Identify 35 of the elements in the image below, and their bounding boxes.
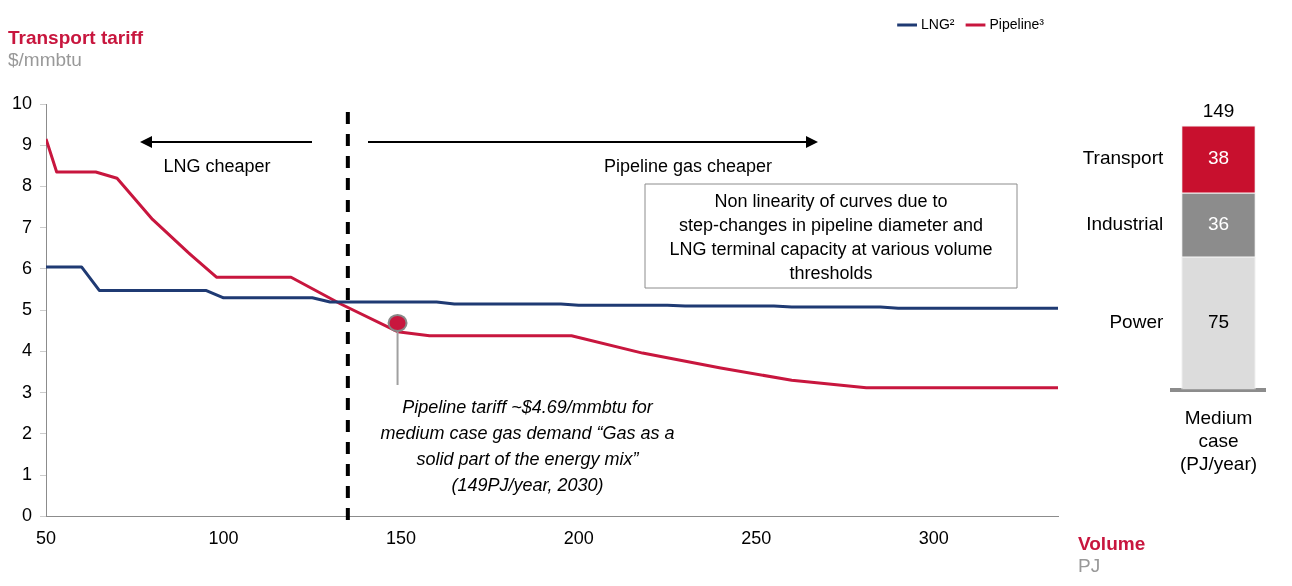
total-label: 149	[1202, 100, 1235, 122]
y-tick-label: 9	[22, 134, 33, 155]
y-tick-label: 10	[11, 92, 33, 113]
y-tick-label: 2	[22, 422, 33, 443]
x-tick-label: 50	[36, 528, 57, 549]
annotation: Non linearity of curves due to step-changes in pipeline diameter and LNG terminal capacity at various volume thresholds	[669, 191, 993, 283]
legend-label: Pipeline³	[989, 15, 1045, 32]
y-tick-label: 8	[22, 175, 33, 196]
y-axis-title: Transport tariff	[8, 27, 144, 48]
annotation: Pipeline gas cheaper	[603, 156, 773, 176]
annotation: Pipeline tariff ~$4.69/mmbtu for medium case gas demand “Gas as a solid part of the energy mix” (149PJ/year, 2030)	[380, 396, 675, 495]
x-tick-label: 250	[741, 528, 772, 549]
x-axis-title: Volume	[1078, 533, 1146, 555]
y-tick-label: 6	[22, 257, 33, 278]
legend-label: LNG²	[921, 15, 955, 32]
data-label: 36	[1207, 212, 1230, 234]
data-label: 38	[1207, 147, 1230, 169]
x-tick-label: 200	[563, 528, 594, 549]
x-tick-label: 300	[918, 528, 949, 549]
series-label: Industrial	[1086, 212, 1164, 234]
y-tick-label: 5	[22, 299, 33, 320]
x-tick-label: Medium case (PJ/year)	[1179, 407, 1258, 474]
text: PJ	[1078, 555, 1101, 577]
data-label: 75	[1207, 311, 1230, 333]
y-tick-label: 0	[22, 505, 33, 526]
text: $/mmbtu	[8, 49, 82, 70]
x-tick-label: 150	[386, 528, 417, 549]
series-label: Transport	[1082, 147, 1165, 169]
annotation: LNG cheaper	[163, 156, 271, 176]
y-tick-label: 4	[22, 340, 33, 361]
y-tick-label: 7	[22, 216, 33, 237]
x-tick-label: 100	[208, 528, 239, 549]
y-tick-label: 1	[22, 464, 33, 485]
series-label: Power	[1109, 311, 1164, 333]
y-tick-label: 3	[22, 381, 33, 402]
